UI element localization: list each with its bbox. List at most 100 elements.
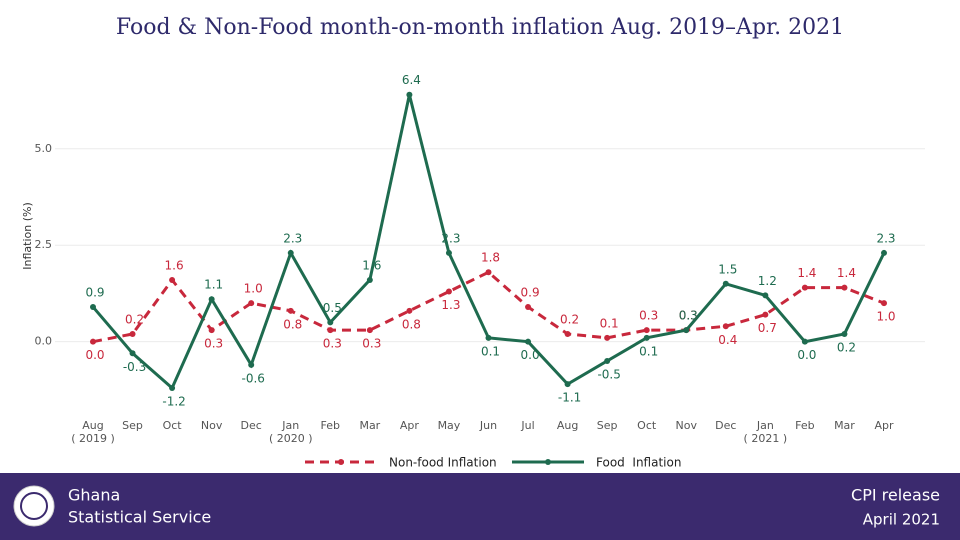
data-label: 0.3 <box>204 337 223 351</box>
data-point <box>564 381 571 388</box>
data-label: 0.2 <box>560 312 579 326</box>
data-point <box>208 296 215 303</box>
x-tick-label: Dec <box>241 419 262 432</box>
data-point <box>722 280 729 287</box>
data-point <box>327 327 334 334</box>
data-label: 6.4 <box>402 73 421 87</box>
data-point <box>722 323 729 330</box>
x-group-label: ( 2020 ) <box>269 432 313 445</box>
x-tick-label: Dec <box>715 419 736 432</box>
data-label: 1.1 <box>204 278 223 292</box>
data-point <box>248 300 255 307</box>
data-label: 0.0 <box>797 348 816 362</box>
data-point <box>485 269 492 276</box>
x-tick-label: Mar <box>834 419 855 432</box>
data-label: 0.9 <box>85 285 104 299</box>
data-label: -1.1 <box>558 391 581 405</box>
data-point <box>90 303 96 310</box>
data-point <box>762 292 769 299</box>
data-label: -0.3 <box>123 360 146 374</box>
data-point <box>643 334 650 341</box>
x-tick-label: Feb <box>795 419 814 432</box>
data-label: 1.6 <box>362 258 381 272</box>
data-point <box>287 307 294 314</box>
data-point <box>129 330 136 337</box>
data-label: 1.4 <box>797 266 816 280</box>
data-point <box>366 327 373 334</box>
data-label: 0.7 <box>758 321 777 335</box>
release-date: April 2021 <box>863 511 940 529</box>
data-label: 0.1 <box>600 316 619 330</box>
data-label: 1.4 <box>837 266 856 280</box>
x-tick-label: Aug <box>557 419 578 432</box>
data-label: 1.2 <box>758 274 777 288</box>
data-label: -1.2 <box>162 394 185 408</box>
data-label: 1.5 <box>718 262 737 276</box>
data-label: -0.5 <box>597 367 620 381</box>
plot-area <box>55 60 925 415</box>
data-point <box>129 350 136 357</box>
data-point <box>525 338 532 345</box>
x-tick-label: Jul <box>520 419 534 432</box>
data-label: 2.3 <box>441 231 460 245</box>
data-point <box>248 361 255 368</box>
data-label: 1.0 <box>244 282 263 296</box>
data-point <box>90 338 96 345</box>
data-label: 2.3 <box>876 231 895 245</box>
data-point <box>208 327 215 334</box>
y-tick-label: 5.0 <box>35 142 53 155</box>
x-tick-label: Sep <box>122 419 143 432</box>
x-tick-label: Jan <box>756 419 774 432</box>
data-label: 1.6 <box>165 258 184 272</box>
x-tick-label: Nov <box>201 419 223 432</box>
data-label: 0.1 <box>481 344 500 358</box>
data-point <box>604 334 611 341</box>
data-point <box>445 288 452 295</box>
x-tick-label: Jun <box>479 419 497 432</box>
x-tick-label: Nov <box>676 419 698 432</box>
org-name: Statistical Service <box>68 508 211 527</box>
data-label: 0.3 <box>679 309 698 323</box>
data-label: 0.3 <box>323 337 342 351</box>
y-tick-label: 2.5 <box>35 238 53 251</box>
logo-ring <box>20 492 48 520</box>
x-tick-label: Sep <box>597 419 618 432</box>
data-label: 0.3 <box>679 309 698 323</box>
data-label: 0.3 <box>362 337 381 351</box>
data-label: 0.9 <box>521 285 540 299</box>
y-tick-label: 0.0 <box>35 335 53 348</box>
data-label: 0.4 <box>718 333 737 347</box>
x-tick-label: Apr <box>874 419 894 432</box>
data-label: 0.0 <box>85 348 104 362</box>
legend-label: Non-food Inflation <box>389 456 497 470</box>
data-point <box>881 300 887 307</box>
data-label: 1.3 <box>441 298 460 312</box>
data-label: 0.8 <box>402 317 421 331</box>
data-label: 2.3 <box>283 231 302 245</box>
data-point <box>683 327 690 334</box>
x-group-label: ( 2019 ) <box>71 432 115 445</box>
legend-marker <box>545 459 551 465</box>
x-tick-label: Aug <box>82 419 103 432</box>
legend-label: Food Inflation <box>596 456 681 470</box>
release-label: CPI release <box>851 486 940 505</box>
data-point <box>841 330 848 337</box>
data-point <box>169 276 176 283</box>
data-point <box>525 303 532 310</box>
data-point <box>643 327 650 334</box>
data-label: 0.1 <box>639 344 658 358</box>
org-name: Ghana <box>68 486 120 505</box>
data-point <box>564 330 571 337</box>
data-label: 0.0 <box>521 348 540 362</box>
x-tick-label: Oct <box>637 419 657 432</box>
data-point <box>327 319 334 326</box>
data-point <box>406 91 413 98</box>
data-label: -0.6 <box>241 371 264 385</box>
data-point <box>841 284 848 291</box>
data-label: 0.2 <box>125 312 144 326</box>
chart-title: Food & Non-Food month-on-month inflation… <box>116 15 844 40</box>
x-tick-label: May <box>438 419 461 432</box>
x-tick-label: Apr <box>400 419 420 432</box>
